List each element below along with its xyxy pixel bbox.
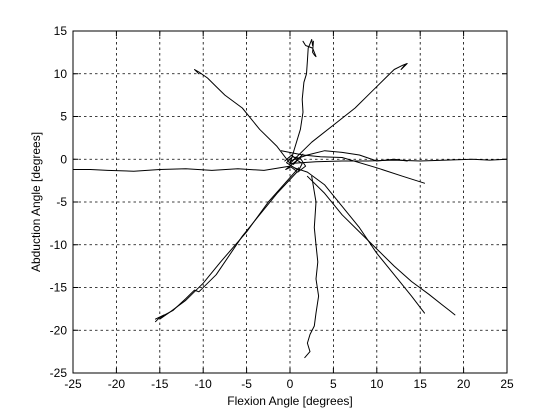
y-tick-label: -25	[50, 366, 68, 380]
x-tick-label: -20	[108, 377, 126, 391]
y-tick-label: 0	[60, 152, 67, 166]
y-axis-ticks: 15 10 5 0 -5 -10 -15 -20 -25	[50, 24, 507, 380]
x-tick-label: 25	[500, 377, 514, 391]
x-tick-label: -25	[64, 377, 82, 391]
y-tick-label: -15	[50, 281, 68, 295]
x-tick-label: -10	[195, 377, 213, 391]
trace-11	[280, 150, 425, 184]
y-tick-label: -5	[56, 195, 67, 209]
x-tick-label: -5	[241, 377, 252, 391]
x-tick-label: 20	[457, 377, 471, 391]
x-axis-label: Flexion Angle [degrees]	[227, 394, 352, 408]
trace-12	[289, 150, 408, 162]
trace-5	[306, 175, 456, 316]
trace-10	[194, 69, 291, 164]
trace-8	[155, 167, 300, 320]
grid	[73, 31, 507, 373]
x-tick-label: 5	[330, 377, 337, 391]
x-tick-label: 10	[370, 377, 384, 391]
y-tick-label: 10	[54, 67, 68, 81]
trace-9	[72, 165, 291, 172]
data-traces	[72, 39, 508, 359]
y-tick-label: -20	[50, 323, 68, 337]
x-tick-label: -15	[151, 377, 169, 391]
x-tick-label: 15	[414, 377, 428, 391]
y-tick-label: 15	[54, 24, 68, 38]
x-axis-ticks: -25 -20 -15 -10 -5 0 5 10 15 20 25	[64, 31, 514, 391]
y-tick-label: 5	[60, 110, 67, 124]
y-axis-label: Abduction Angle [degrees]	[29, 132, 43, 272]
trace-13	[284, 153, 307, 173]
y-tick-label: -10	[50, 238, 68, 252]
trace-1	[289, 39, 317, 164]
trace-4	[293, 167, 425, 314]
trace-2	[289, 63, 408, 164]
x-tick-label: 0	[287, 377, 294, 391]
trace-6	[304, 175, 320, 359]
